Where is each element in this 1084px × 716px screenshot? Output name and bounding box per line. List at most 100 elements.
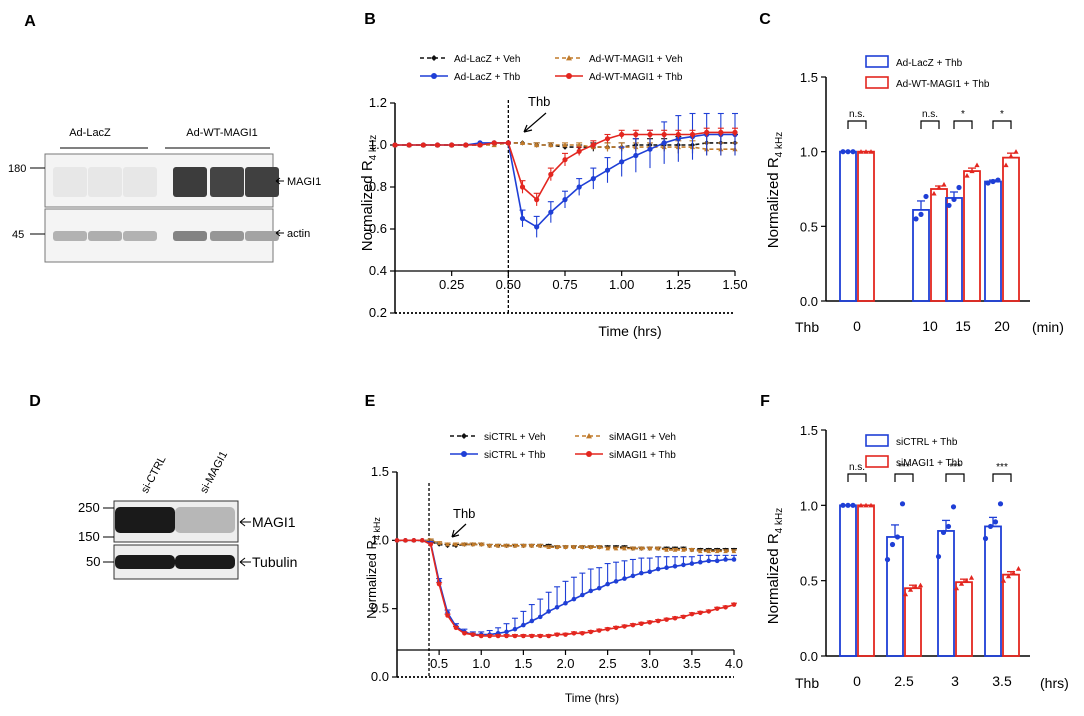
panel-f-simagi1-thb-cat-1-point-2 (863, 502, 869, 508)
panel-e-series-simagi1-veh-point-29 (630, 546, 636, 551)
panel-f-simagi1-thb-cat-2-bar (904, 587, 922, 657)
panel-d: D si-CTRL si-MAGI1 250 150 50 MAGI1 Tubu… (29, 393, 297, 580)
panel-e-series-simagi1-veh-point-33 (664, 547, 669, 552)
panel-e-series-simagi1-thb-point-14 (504, 633, 509, 639)
panel-f-simagi1-thb-cat-4-point-3 (1010, 570, 1017, 576)
panel-c-ad-wt-magi1-thb-cat-4-point-3 (1013, 149, 1019, 154)
panel-e-series-simagi1-thb-point-6 (436, 581, 442, 587)
panel-a-band-magi1-lane-6 (245, 167, 279, 197)
panel-f-y-tick-label-4: 1.5 (800, 423, 818, 438)
panel-e-series-simagi1-thb-point-5 (428, 542, 434, 547)
panel-c-sig-bracket-4 (992, 120, 1012, 129)
panel-e-series-sictrl-thb-point-41 (731, 557, 737, 562)
panel-f-sictrl-thb-cat-2-point-3 (894, 534, 901, 540)
panel-a-band-actin-lane-3 (123, 231, 157, 241)
panel-b-series-ad-lacz-thb-point-13 (562, 197, 568, 203)
panel-c-sig-label-2: n.s. (922, 109, 938, 120)
panel-c-ad-wt-magi1-thb-cat-4-point-1 (1003, 162, 1009, 168)
panel-f-legend-simagi1-thb-label: siMAGI1 + Thb (896, 458, 963, 469)
panel-c-x-tick-label-4: 20 (994, 318, 1010, 334)
panel-e-series-simagi1-veh-point-14 (504, 543, 509, 548)
panel-f-simagi1-thb-cat-4-point-1 (1000, 578, 1007, 583)
panel-b-y-tick-label-2: 0.4 (369, 263, 387, 278)
panel-e-x-tick-label-2: 1.0 (472, 656, 490, 671)
panel-f-sig-bracket-4 (992, 473, 1012, 482)
panel-c-legend-ad-lacz-thb-swatch (865, 55, 889, 68)
panel-f-simagi1-thb-cat-3-point-2 (958, 581, 965, 586)
panel-b-series-ad-wt-magi1-thb-point-5 (449, 142, 455, 148)
panel-c-x-tick-label-1: 0 (853, 318, 861, 334)
panel-a-band-actin-lane-1 (53, 231, 87, 241)
panel-e-legend-sictrl-thb-marker (461, 451, 467, 457)
panel-e-series-simagi1-thb-point-11 (478, 633, 484, 639)
panel-c-y-tick-label-1: 0.0 (800, 294, 818, 309)
panel-e-y-tick-label-1: 0.0 (371, 669, 389, 684)
panel-f-sig-bracket-1 (847, 473, 867, 482)
panel-c-x-unit: (min) (1032, 319, 1064, 335)
panel-d-lane-label-magi1: si-MAGI1 (198, 449, 230, 495)
panel-e-series-simagi1-thb-point-10 (470, 632, 476, 637)
panel-d-mw-50: 50 (86, 554, 100, 569)
panel-b-series-ad-lacz-thb-point-14 (576, 184, 582, 190)
panel-b-series-ad-wt-magi1-veh-point-13 (562, 142, 568, 148)
panel-e-series-simagi1-thb (394, 538, 737, 639)
panel-f-sictrl-thb-cat-1-bar (839, 504, 857, 657)
panel-f-simagi1-thb-cat-2-point-1 (902, 591, 909, 597)
panel-e-series-sictrl-thb-point-25 (596, 585, 602, 591)
panel-e-series-simagi1-thb-point-17 (529, 633, 535, 639)
panel-a-group-left: Ad-LacZ (69, 127, 111, 139)
panel-c-y-tick-label-3: 1.0 (800, 145, 818, 160)
panel-c-ad-wt-magi1-thb-cat-4-bar (1002, 156, 1020, 302)
panel-e-series-simagi1-veh-point-12 (487, 543, 492, 548)
panel-b-x-tick-label-1: 0.25 (439, 277, 464, 292)
panel-e-series-simagi1-veh-point-40 (723, 548, 728, 554)
panel-e-series-simagi1-thb-point-9 (462, 630, 467, 636)
panel-b-legend-ad-lacz-veh-label: Ad-LacZ + Veh (454, 54, 520, 65)
panel-e-x-tick-label-8: 4.0 (725, 656, 743, 671)
panel-b-series-ad-wt-magi1-thb-point-24 (718, 129, 724, 135)
panel-e-series-simagi1-veh-point-19 (546, 544, 551, 550)
panel-b-series-ad-wt-magi1-thb-point-19 (647, 131, 653, 138)
panel-e-legend-simagi1-thb-label: siMAGI1 + Thb (609, 450, 676, 461)
panel-e-series-simagi1-veh-point-26 (605, 546, 610, 551)
panel-b-series-ad-wt-magi1-thb-point-23 (704, 129, 710, 135)
panel-f-y-tick-label-3: 1.0 (800, 498, 818, 513)
panel-b-y-tick-label-1: 0.2 (369, 305, 387, 320)
panel-c-y-tick-label-4: 1.5 (800, 70, 818, 85)
panel-c-ad-lacz-thb-cat-2-point-2 (918, 211, 924, 217)
panel-f-x-tick-label-3: 3 (951, 673, 959, 689)
panel-b-series-ad-wt-magi1-thb-point-9 (505, 140, 511, 146)
panel-a-band-actin-lane-2 (88, 231, 122, 241)
panel-a-band-actin-lane-6 (245, 231, 279, 241)
panel-b-series-ad-wt-magi1-thb (392, 127, 738, 206)
panel-b-x-tick-label-2: 0.50 (496, 277, 521, 292)
panel-e-letter: E (365, 393, 376, 410)
panel-e-series-simagi1-thb-point-27 (613, 625, 619, 631)
panel-e-y-tick-label-2: 0.5 (371, 601, 389, 616)
panel-f-legend-sictrl-thb-swatch (865, 434, 889, 447)
panel-e-series-sictrl-thb-point-17 (529, 618, 535, 624)
panel-c-ad-lacz-thb-cat-2-point-3 (923, 193, 929, 200)
panel-d-letter: D (29, 393, 41, 410)
panel-e-series-sictrl-thb-point-32 (655, 566, 661, 572)
panel-c-sig-bracket-2 (920, 120, 940, 129)
panel-e-series-sictrl-thb-point-15 (512, 626, 518, 632)
panel-f-y-axis-label: Normalized R4 kHz (765, 508, 785, 624)
panel-b-x-tick-label-4: 1.00 (609, 277, 634, 292)
panel-c-ad-lacz-thb-cat-3-point-1 (946, 202, 952, 209)
panel-e-x-tick-label-4: 2.0 (556, 656, 574, 671)
panel-b-series-ad-wt-magi1-thb-point-18 (633, 131, 639, 138)
panel-b-series-ad-wt-magi1-veh-point-14 (576, 142, 582, 148)
panel-e-series-simagi1-thb-point-15 (512, 633, 518, 639)
panel-e-series-sictrl-thb-point-27 (613, 579, 619, 584)
panel-b: B Ad-LacZ + Veh Ad-WT-MAGI1 + VehAd-LacZ … (359, 11, 748, 339)
panel-c-legend-ad-wt-magi1-thb-swatch (865, 76, 889, 89)
panel-b-y-tick-label-3: 0.6 (369, 221, 387, 236)
panel-e-series-sictrl-thb-point-20 (554, 605, 560, 610)
panel-b-series-ad-wt-magi1-veh-point-10 (519, 140, 526, 145)
panel-b-legend-ad-wt-magi1-thb-marker (566, 73, 572, 79)
panel-c-x-tick-label-2: 10 (922, 318, 938, 334)
panel-e-series-simagi1-veh-point-22 (571, 544, 577, 550)
panel-c-legend-ad-wt-magi1-thb-label: Ad-WT-MAGI1 + Thb (896, 79, 990, 90)
panel-f-sictrl-thb-cat-2-point-2 (889, 541, 896, 548)
